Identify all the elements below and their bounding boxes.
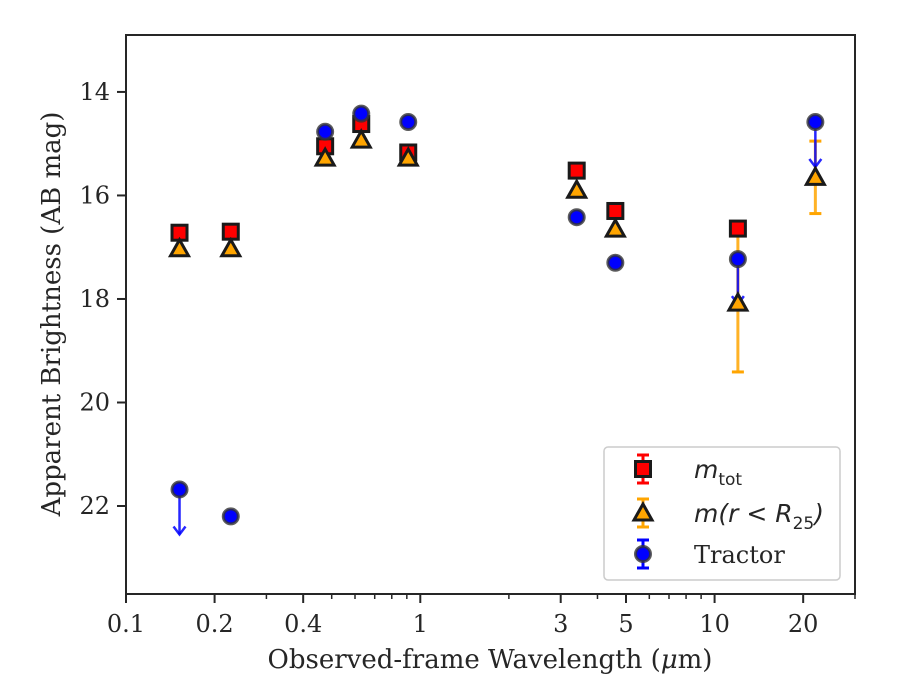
legend-mtot-marker bbox=[634, 460, 652, 478]
legend-tractor-marker bbox=[634, 545, 652, 563]
mr25-point bbox=[803, 165, 827, 186]
mtot-point bbox=[728, 219, 747, 238]
y-tick-label: 22 bbox=[79, 492, 110, 520]
x-axis-ticks: 0.1 0.2 0.4 1 3 5 10 20 bbox=[107, 594, 856, 638]
data-markers bbox=[167, 104, 827, 526]
legend: mtot m(r < R25) Tractor bbox=[603, 446, 841, 581]
plot-frame bbox=[125, 34, 856, 595]
y-axis-label: Apparent Brightness (AB mag) bbox=[37, 112, 67, 518]
x-axis-label: Observed-frame Wavelength (μm) bbox=[268, 645, 713, 675]
mr25-point bbox=[603, 217, 627, 238]
mr25-point bbox=[396, 146, 420, 167]
legend-markers bbox=[631, 453, 655, 570]
mtot-point bbox=[567, 161, 586, 180]
mr25-point bbox=[726, 291, 750, 312]
y-tick-label: 20 bbox=[79, 388, 110, 416]
mr25-point bbox=[167, 236, 192, 258]
y-tick-label: 14 bbox=[79, 78, 110, 106]
legend-entry-tractor: Tractor bbox=[694, 541, 785, 569]
x-tick-label: 10 bbox=[699, 610, 730, 638]
mr25-point bbox=[349, 128, 373, 149]
legend-entry-mr25: m(r < R25) bbox=[694, 499, 824, 534]
legend-mr25-marker bbox=[631, 500, 655, 522]
x-tick-label: 20 bbox=[788, 610, 819, 638]
mr25-point bbox=[565, 178, 589, 199]
x-tick-label: 1 bbox=[413, 610, 428, 638]
x-tick-label: 5 bbox=[618, 610, 633, 638]
mtot-point bbox=[606, 201, 625, 220]
y-axis-ticks: 14 16 18 20 22 bbox=[79, 78, 126, 520]
x-tick-label: 3 bbox=[553, 610, 568, 638]
tractor-upper-limit-arrow-head bbox=[172, 525, 187, 537]
y-tick-label: 18 bbox=[79, 285, 110, 313]
x-tick-label: 0.4 bbox=[284, 610, 322, 638]
y-tick-label: 16 bbox=[79, 181, 110, 209]
x-tick-label: 0.1 bbox=[107, 610, 145, 638]
legend-entry-mtot: mtot bbox=[694, 455, 742, 490]
x-tick-label: 0.2 bbox=[196, 610, 234, 638]
mr25-point bbox=[313, 146, 337, 167]
mr25-point bbox=[219, 236, 243, 258]
legend-box bbox=[603, 446, 841, 581]
